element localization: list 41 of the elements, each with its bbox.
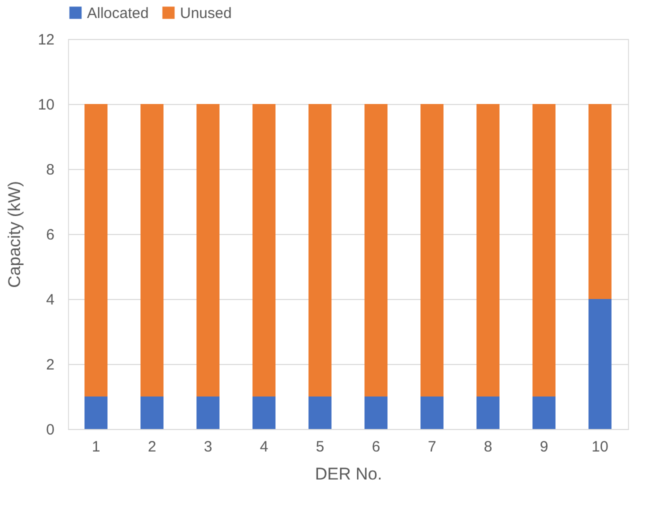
bar [532, 104, 556, 396]
bar [364, 396, 388, 429]
y-tick-label: 8 [46, 162, 54, 178]
bar [476, 104, 500, 396]
bar [476, 396, 500, 429]
y-tick-label: 4 [46, 292, 54, 308]
x-tick-label: 8 [484, 438, 492, 456]
x-tick-label: 4 [260, 438, 268, 456]
bar [420, 396, 444, 429]
bar [252, 104, 276, 396]
x-tick-label: 6 [372, 438, 380, 456]
x-tick-label: 7 [428, 438, 436, 456]
bar [532, 396, 556, 429]
legend-label: Unused [180, 4, 232, 22]
x-tick-label: 3 [204, 438, 212, 456]
y-tick-label: 2 [46, 356, 54, 374]
bar [140, 396, 164, 429]
y-tick-label: 0 [46, 422, 54, 438]
bar [588, 299, 612, 429]
bar [84, 396, 108, 429]
x-tick-label: 5 [316, 438, 324, 456]
bar [84, 104, 108, 396]
bar [252, 396, 276, 429]
bar [196, 104, 220, 396]
x-tick-label: 1 [92, 438, 100, 456]
y-tick-label: 12 [38, 32, 54, 48]
y-tick-label: 6 [46, 226, 54, 244]
legend-label: Allocated [87, 4, 149, 22]
bar [196, 396, 220, 429]
x-tick-label: 10 [592, 438, 608, 456]
bar [140, 104, 164, 396]
bar [308, 396, 332, 429]
y-tick-label: 10 [38, 96, 54, 114]
x-axis-title: DER No. [314, 464, 382, 484]
y-axis-title: Capacity (kW) [4, 181, 24, 288]
bar [364, 104, 388, 396]
bar [420, 104, 444, 396]
bar [308, 104, 332, 396]
x-tick-label: 9 [540, 438, 548, 456]
bar [588, 104, 612, 299]
x-tick-label: 2 [148, 438, 156, 456]
